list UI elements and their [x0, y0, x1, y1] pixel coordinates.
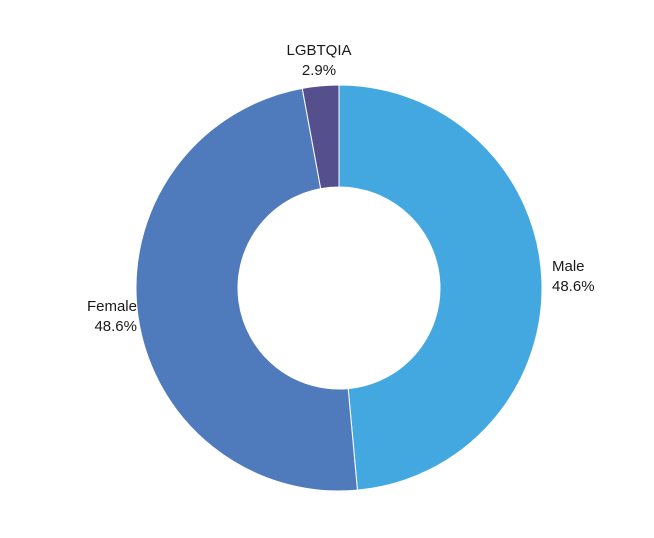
slice-name-lgbtqia: LGBTQIA	[286, 42, 352, 59]
slice-label-female: Female 48.6%	[60, 297, 137, 337]
slice-lgbtqia	[301, 84, 340, 190]
slice-value-female: 48.6%	[94, 318, 137, 335]
slice-female	[135, 87, 358, 492]
slice-name-male: Male	[552, 258, 585, 275]
slice-label-male: Male 48.6%	[552, 257, 595, 297]
slice-value-male: 48.6%	[552, 278, 595, 295]
slice-value-lgbtqia: 2.9%	[301, 62, 337, 79]
slice-label-lgbtqia: LGBTQIA 2.9%	[269, 41, 369, 81]
slice-name-female: Female	[86, 298, 137, 315]
slice-male	[338, 84, 543, 491]
